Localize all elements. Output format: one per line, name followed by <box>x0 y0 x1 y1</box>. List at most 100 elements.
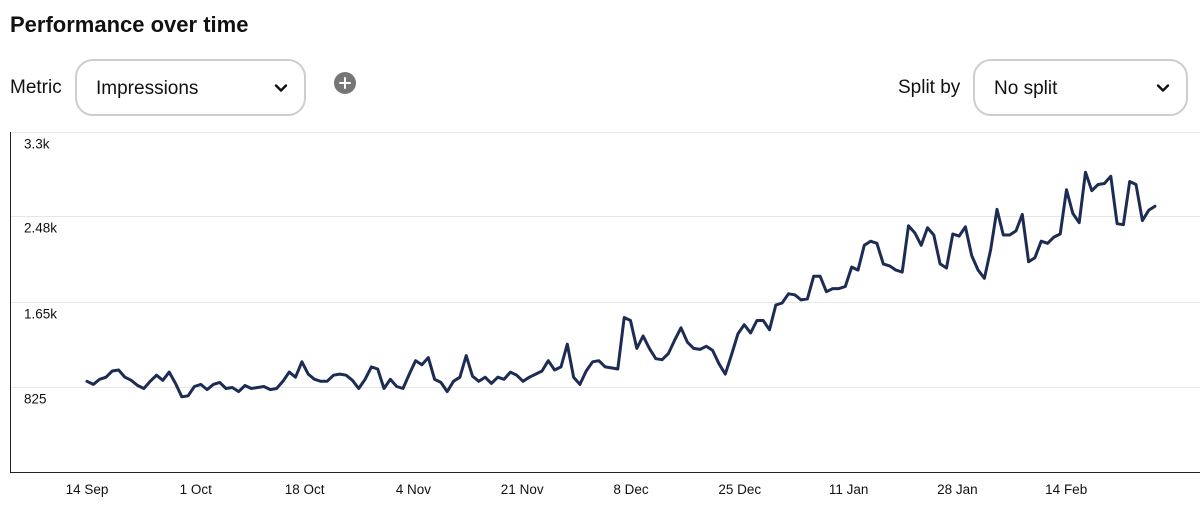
data-point <box>806 298 809 300</box>
data-point <box>1122 223 1125 226</box>
metric-select[interactable]: Impressions <box>75 59 306 116</box>
x-tick-label: 28 Jan <box>937 482 978 497</box>
data-point <box>1015 230 1017 232</box>
data-point <box>414 359 417 362</box>
data-point <box>471 375 474 378</box>
x-tick-label: 14 Sep <box>66 482 109 497</box>
split-select[interactable]: No split <box>973 59 1188 116</box>
data-point <box>206 388 209 391</box>
data-point <box>635 347 638 350</box>
data-point <box>762 319 765 322</box>
data-point <box>914 232 916 234</box>
data-point <box>528 376 531 379</box>
data-point <box>522 380 524 383</box>
data-point <box>180 395 183 398</box>
data-point <box>939 263 941 265</box>
data-point <box>705 345 708 348</box>
data-point <box>193 385 196 388</box>
data-point <box>692 347 695 350</box>
data-point <box>199 383 202 386</box>
data-point <box>490 382 493 385</box>
data-point <box>269 388 272 391</box>
data-point <box>1090 189 1093 192</box>
data-point <box>1040 240 1043 243</box>
data-point <box>553 369 556 371</box>
y-tick-label: 825 <box>24 392 47 407</box>
data-point <box>920 244 923 247</box>
data-point <box>616 368 619 370</box>
data-point <box>1021 213 1024 216</box>
data-point <box>730 353 733 356</box>
data-point <box>926 226 929 229</box>
data-point <box>395 385 398 388</box>
data-point <box>667 352 670 355</box>
data-point <box>1078 221 1081 224</box>
data-point <box>187 394 190 397</box>
data-point <box>282 380 284 383</box>
data-point <box>838 287 840 290</box>
data-point <box>168 371 171 373</box>
data-point <box>446 390 449 393</box>
data-point <box>231 386 234 389</box>
data-point <box>383 387 385 390</box>
data-point <box>996 208 998 211</box>
data-point <box>876 242 878 245</box>
data-point <box>155 374 158 377</box>
data-point <box>143 387 145 390</box>
x-tick-label: 8 Dec <box>613 482 649 497</box>
data-point <box>774 304 777 306</box>
y-tick-labels: 825 1.65k 2.48k 3.3k <box>24 137 57 407</box>
x-tick-label: 1 Oct <box>180 482 213 497</box>
data-points <box>86 171 1156 398</box>
data-point <box>370 366 373 368</box>
data-point <box>225 387 227 390</box>
data-point <box>572 376 575 379</box>
data-point <box>459 376 461 379</box>
data-point <box>440 381 442 384</box>
data-point <box>117 369 120 371</box>
data-point <box>136 384 139 387</box>
data-point <box>686 341 689 344</box>
data-point <box>433 378 436 381</box>
data-point <box>977 269 979 271</box>
data-point <box>338 373 341 375</box>
data-point <box>256 386 259 389</box>
data-point <box>1084 171 1087 174</box>
data-point <box>964 225 967 228</box>
data-point <box>951 233 954 235</box>
y-tick-label: 1.65k <box>24 307 57 322</box>
data-point <box>376 368 379 370</box>
data-point <box>313 378 316 381</box>
data-point <box>294 376 297 379</box>
data-point <box>882 263 885 265</box>
data-point <box>1141 219 1144 222</box>
data-point <box>585 370 588 372</box>
data-point <box>263 385 265 388</box>
data-point <box>301 360 303 363</box>
x-tick-label: 25 Dec <box>718 482 761 497</box>
data-point <box>244 384 246 387</box>
data-point <box>174 382 177 385</box>
data-point <box>427 356 430 359</box>
data-point <box>288 371 291 373</box>
plus-circle-icon[interactable] <box>334 72 356 94</box>
data-point <box>465 354 468 357</box>
data-point <box>547 359 550 362</box>
data-point <box>932 234 935 236</box>
data-point <box>850 266 853 268</box>
data-point <box>604 366 607 368</box>
data-point <box>1071 212 1074 215</box>
data-point <box>1008 234 1011 236</box>
data-point <box>579 383 581 386</box>
data-point <box>895 269 897 271</box>
data-point <box>907 224 910 227</box>
data-point <box>357 387 360 390</box>
metric-select-value: Impressions <box>96 78 199 99</box>
data-point <box>648 347 651 350</box>
data-point <box>743 323 746 326</box>
data-point <box>629 319 632 322</box>
page-title: Performance over time <box>10 12 249 37</box>
split-select-value: No split <box>994 78 1058 99</box>
data-point <box>699 348 701 351</box>
data-point <box>364 378 366 381</box>
